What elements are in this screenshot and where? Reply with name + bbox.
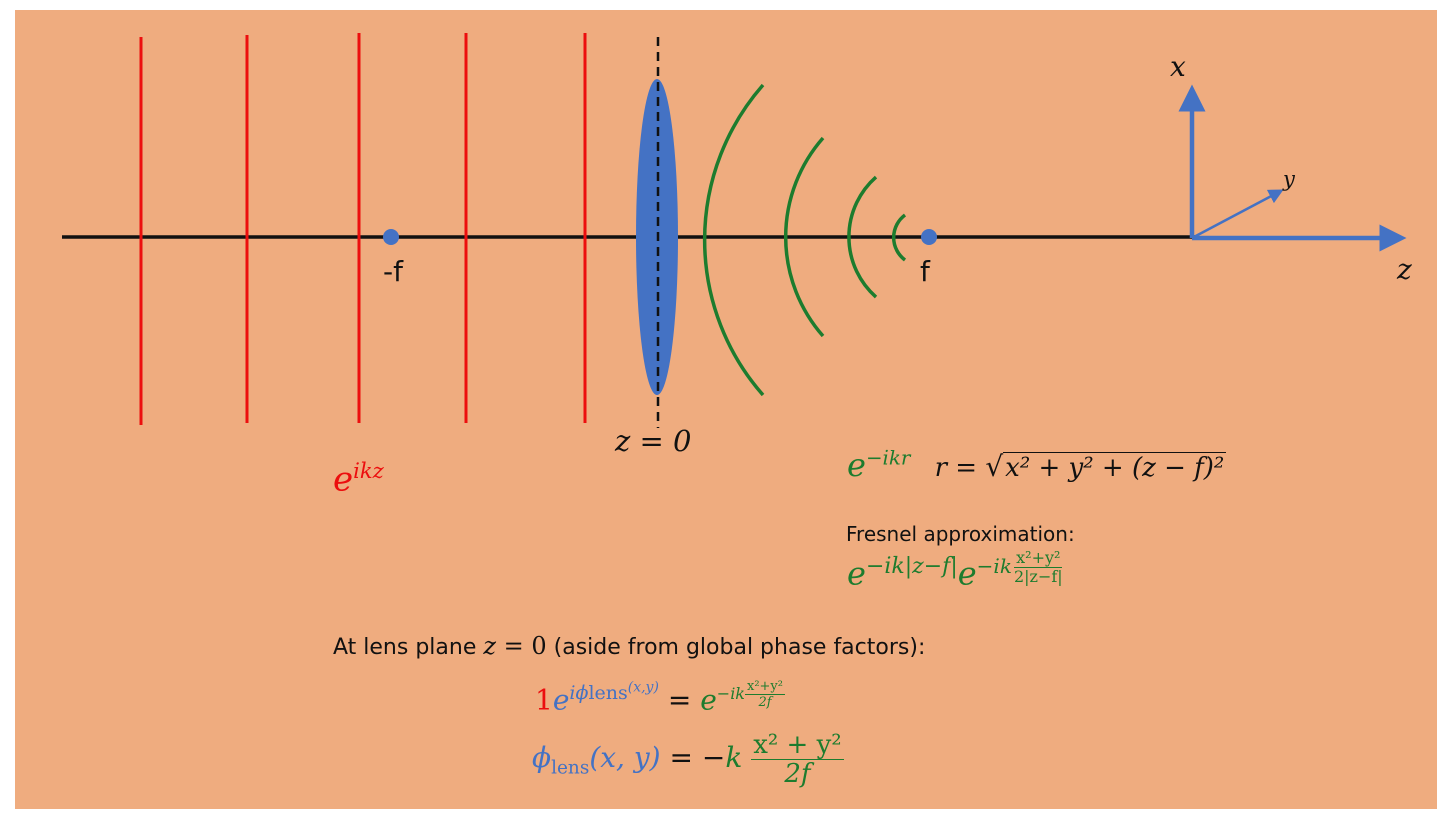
plane-wave-exponent: ikz: [353, 458, 384, 483]
lens-plane-statement: At lens plane z = 0 (aside from global p…: [333, 632, 925, 660]
phi-symbol: ϕ: [532, 741, 552, 774]
slide-canvas: -f f z = 0 x y z eikz e−ikr r = √x² + y²…: [15, 10, 1437, 809]
radical-sign: √: [985, 450, 1004, 483]
lens-phase-i: i: [569, 682, 576, 705]
fresnel-title: Fresnel approximation:: [846, 522, 1075, 546]
lens-phase-equation: 1eiϕlens(x,y) = e−ik x²+y² 2f: [535, 680, 785, 717]
x-axis-label: x: [1170, 50, 1186, 83]
lens-plane-statement-eq: = 0: [496, 632, 547, 660]
unit-amplitude: 1: [535, 683, 553, 717]
lens-phase-sub: lens: [588, 682, 628, 705]
spherical-wave-formula: e−ikr r = √x² + y² + (z − f)²: [847, 446, 1227, 484]
lens-phase-rhs-denominator: 2f: [758, 695, 772, 711]
spherical-wave-base: e: [847, 446, 866, 484]
neg-focal-point: [383, 229, 399, 245]
fresnel-exponent-2-denominator: 2|z−f|: [1013, 567, 1063, 586]
solution-denominator: 2f: [784, 759, 811, 789]
fresnel-exponent-1: −ik|z−f|: [865, 554, 958, 579]
lens-phase-solution: ϕlens(x, y) = −k x² + y² 2f: [532, 732, 844, 787]
plane-wave-formula: eikz: [333, 458, 384, 499]
spherical-wavefront: [847, 175, 878, 299]
lens-phase-equals: =: [658, 683, 701, 717]
lens-phase-rhs-prefix: −ik: [716, 684, 745, 704]
plane-wave-base: e: [333, 459, 354, 500]
solution-numerator: x² + y²: [751, 730, 844, 760]
optics-diagram: [62, 33, 1407, 428]
y-axis-label: y: [1283, 167, 1295, 191]
spherical-wavefront: [783, 136, 825, 338]
phi-args: (x, y): [589, 741, 661, 774]
spherical-wave-exponent: −ikr: [865, 446, 911, 470]
wavenumber-k: k: [725, 741, 743, 774]
z-axis-label: z: [1397, 253, 1412, 286]
r-definition-lhs: r =: [934, 453, 986, 483]
fresnel-formula: e−ik|z−f|e−ik x²+y² 2|z−f|: [847, 550, 1065, 593]
lens-phase-args: (x,y): [627, 680, 659, 696]
spherical-wavefront: [702, 83, 765, 397]
lens-plane-label: z = 0: [615, 424, 692, 458]
pos-focal-label: f: [920, 255, 930, 288]
fresnel-base-2: e: [957, 554, 977, 593]
lens-phase-rhs-base: e: [700, 683, 717, 717]
neg-focal-label: -f: [383, 255, 403, 288]
lens-phase-phi: ϕ: [575, 682, 589, 705]
pos-focal-point: [921, 229, 937, 245]
fresnel-exponent-2-numerator: x²+y²: [1014, 548, 1063, 568]
fresnel-base-1: e: [847, 554, 866, 593]
spherical-wavefront: [891, 213, 907, 262]
phi-subscript: lens: [551, 757, 590, 779]
r-definition-radicand: x² + y² + (z − f)²: [1003, 452, 1227, 483]
fresnel-exponent-2-prefix: −ik: [976, 554, 1012, 578]
lens-plane-statement-var: z: [483, 632, 497, 660]
lens-phase-base: e: [552, 683, 570, 717]
y-axis-arrow: [1191, 189, 1284, 240]
lens-plane-statement-prefix: At lens plane: [333, 635, 484, 660]
solution-equals: = −: [660, 741, 726, 774]
lens-phase-rhs-numerator: x²+y²: [745, 679, 785, 696]
lens-plane-statement-suffix: (aside from global phase factors):: [546, 635, 926, 660]
